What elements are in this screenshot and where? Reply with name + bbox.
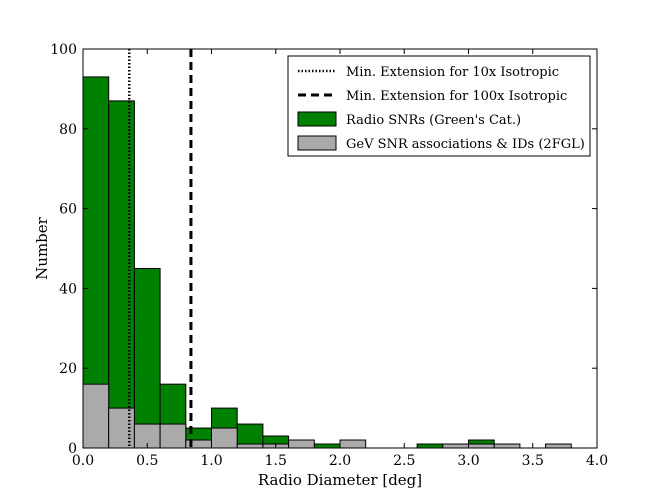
radio-snr-bar-0.4: [133, 267, 161, 449]
gev-snr-bar-0.6: [159, 423, 187, 449]
x-tick-label: 3.0: [457, 453, 479, 469]
y-tick-label: 60: [59, 202, 77, 218]
gev-snr-bar-3.2: [493, 443, 521, 449]
x-tick-label: 3.5: [522, 453, 544, 469]
legend-label: Radio SNRs (Green's Cat.): [346, 113, 521, 128]
y-axis-label: Number: [33, 216, 51, 279]
legend-label: Min. Extension for 10x Isotropic: [346, 65, 559, 80]
gev-snr-bar-0.0: [82, 383, 110, 449]
x-tick-label: 1.0: [200, 453, 222, 469]
legend-patch-icon: [297, 135, 337, 151]
y-tick-label: 20: [59, 361, 77, 377]
y-tick-label: 0: [68, 441, 77, 457]
tick-labels: 0.0 0.5 1.0 1.5 2.0 2.5 3.0 3.5 4.0 0 20 40 60 80 100: [50, 42, 608, 469]
x-axis-label: Radio Diameter [deg]: [258, 471, 422, 489]
gev-snr-bar-2.0: [339, 439, 367, 449]
extension-lines: [128, 49, 193, 448]
gev-snr-bar-0.2: [108, 407, 135, 449]
gev-snr-bar-1.0: [211, 427, 238, 449]
legend-patch-icon: [297, 111, 337, 127]
x-tick-label: 0.5: [136, 453, 158, 469]
legend-label: GeV SNR associations & IDs (2FGL): [346, 137, 585, 152]
legend: Min. Extension for 10x Isotropic Min. Ext…: [287, 55, 591, 157]
gev-snr-bar-3.6: [545, 443, 572, 449]
x-tick-label: 1.5: [265, 453, 287, 469]
radio-snr-bar-0.2: [108, 100, 135, 449]
gev-snr-bar-3.0: [468, 443, 495, 449]
y-tick-label: 100: [50, 42, 77, 58]
gev-snr-bar-1.6: [288, 439, 315, 449]
legend-box: [287, 55, 591, 157]
legend-label: Min. Extension for 100x Isotropic: [346, 89, 567, 104]
gev-snr-bar-1.2: [236, 443, 264, 449]
x-tick-label: 2.5: [393, 453, 415, 469]
radio-snr-bar-1.8: [313, 443, 341, 449]
x-tick-label: 0.0: [72, 453, 94, 469]
x-tick-label: 2.0: [329, 453, 351, 469]
x-tick-label: 4.0: [586, 453, 608, 469]
y-tick-label: 80: [59, 122, 77, 138]
y-tick-label: 40: [59, 281, 77, 297]
axis-ticks: [82, 48, 598, 449]
gev-snr-bar-2.8: [442, 443, 469, 449]
radio-snr-bar-2.6: [416, 443, 444, 449]
